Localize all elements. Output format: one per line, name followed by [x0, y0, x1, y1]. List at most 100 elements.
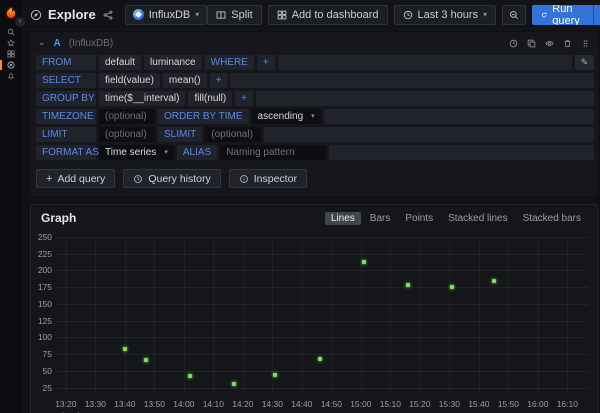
x-axis-tick-label: 16:10 [556, 399, 578, 409]
sidebar-item-alerting[interactable] [0, 71, 22, 81]
drag-handle-icon[interactable] [581, 39, 590, 48]
trash-icon[interactable] [563, 39, 572, 48]
query-segment-select[interactable]: ascending ▾ [251, 109, 321, 124]
run-query-button[interactable]: Run query ▾ [532, 4, 600, 25]
y-axis-tick-label: 250 [37, 232, 52, 243]
graph-title: Graph [41, 211, 77, 225]
history-clock-icon[interactable] [509, 39, 518, 48]
query-segment-input[interactable]: (optional) [99, 109, 155, 124]
x-gridline [125, 236, 126, 395]
x-axis-tick-label: 13:40 [114, 399, 136, 409]
explore-compass-icon [30, 9, 42, 21]
add-to-dashboard-button[interactable]: Add to dashboard [267, 4, 388, 25]
duplicate-query-icon[interactable] [527, 39, 536, 48]
y-gridline [57, 370, 588, 372]
query-segment-action[interactable]: + [209, 73, 228, 88]
inspector-button[interactable]: Inspector [228, 169, 307, 188]
sidebar-item-starred[interactable] [0, 38, 22, 48]
query-row: FROM default luminance WHERE + ✎ [36, 55, 594, 70]
row-filler [329, 145, 594, 160]
x-gridline [302, 236, 303, 395]
sidebar-expand-button[interactable]: › [15, 17, 25, 27]
clock-icon [403, 10, 412, 19]
add-query-button[interactable]: + Add query [36, 169, 116, 188]
query-segment-action[interactable]: + [235, 91, 253, 106]
sidebar-item-explore[interactable] [0, 60, 22, 70]
grafana-logo[interactable] [0, 5, 22, 21]
data-point [143, 357, 148, 362]
caret-down-icon: ▾ [311, 113, 315, 120]
x-gridline [508, 236, 509, 395]
x-axis-tick-label: 13:20 [55, 399, 77, 409]
query-segment-value[interactable]: mean() [162, 73, 207, 88]
y-axis-tick-label: 75 [42, 349, 52, 360]
query-segment-value[interactable]: default [99, 55, 142, 70]
query-segment-input[interactable]: (optional) [99, 127, 155, 142]
compass-icon [7, 61, 15, 69]
query-segment-action[interactable]: + [256, 55, 275, 70]
y-axis-tick-label: 225 [37, 248, 52, 259]
data-point [232, 381, 236, 386]
query-segment-input[interactable]: Naming pattern [220, 145, 327, 160]
search-icon [7, 28, 15, 36]
sidebar-item-dashboards[interactable] [0, 49, 22, 59]
run-query-main[interactable]: Run query [532, 5, 593, 25]
query-row: SELECT field(value) mean() + [36, 73, 594, 88]
sidebar: › [0, 0, 25, 413]
display-mode-bars[interactable]: Bars [369, 212, 391, 224]
toggle-text-edit-button[interactable]: ✎ [575, 55, 594, 70]
query-segment-value[interactable]: time($__interval) [99, 91, 186, 106]
data-point [491, 279, 496, 284]
query-history-button[interactable]: Query history [123, 169, 221, 188]
display-mode-points[interactable]: Points [405, 212, 434, 224]
y-gridline [57, 354, 588, 356]
x-gridline [567, 236, 568, 395]
datasource-picker[interactable]: InfluxDB ▾ [124, 4, 208, 25]
x-gridline [420, 236, 421, 395]
inspector-label: Inspector [253, 172, 297, 185]
y-axis-tick-label: 125 [37, 315, 52, 326]
query-segment-value[interactable]: field(value) [99, 73, 160, 88]
x-axis-tick-label: 13:30 [84, 399, 106, 409]
time-range-picker[interactable]: Last 3 hours ▾ [393, 4, 497, 25]
query-datasource-hint: (InfluxDB) [68, 38, 114, 49]
data-point [187, 373, 192, 378]
query-segment-value[interactable]: fill(null) [188, 91, 233, 106]
x-gridline [66, 236, 67, 395]
display-mode-lines[interactable]: Lines [324, 211, 361, 225]
split-button[interactable]: Split [207, 4, 262, 25]
query-row: TIMEZONE (optional) ORDER BY TIME ascending… [36, 109, 594, 124]
query-editor: ⌄ A (InfluxDB) [30, 32, 598, 196]
sync-icon [541, 12, 547, 17]
data-point [406, 282, 411, 287]
row-filler [256, 91, 594, 106]
sidebar-item-search[interactable] [0, 27, 22, 37]
display-mode-stacked-bars[interactable]: Stacked bars [522, 212, 581, 224]
data-point [450, 285, 455, 290]
y-gridline [57, 387, 588, 389]
run-query-dropdown[interactable]: ▾ [592, 4, 600, 25]
eye-icon[interactable] [545, 39, 554, 48]
x-axis-tick-label: 16:00 [527, 399, 549, 409]
graph-panel: Graph Lines Bars Points Stacked lines Stacke… [30, 204, 598, 413]
y-gridline [57, 320, 588, 322]
row-filler [277, 55, 572, 70]
zoom-out-time-button[interactable] [502, 4, 527, 25]
share-icon[interactable] [103, 10, 113, 20]
query-history-label: Query history [148, 172, 211, 185]
datasource-name: InfluxDB [148, 8, 191, 21]
query-segment-input[interactable]: (optional) [205, 127, 262, 142]
query-rows: FROM default luminance WHERE + ✎ SELECT field(v… [32, 55, 596, 160]
query-segment-label: TIMEZONE [36, 109, 96, 124]
query-row-header: ⌄ A (InfluxDB) [32, 35, 596, 52]
display-mode-stacked-lines[interactable]: Stacked lines [448, 212, 508, 224]
query-segment-action[interactable]: WHERE [204, 55, 254, 70]
collapse-chevron-icon[interactable]: ⌄ [38, 36, 46, 47]
zoom-out-icon [510, 10, 519, 19]
query-segment-value[interactable]: luminance [144, 55, 202, 70]
data-point [317, 356, 322, 361]
legend[interactable]: luminance.mean [46, 411, 592, 413]
x-axis-tick-label: 14:10 [202, 399, 224, 409]
run-query-label: Run query [552, 4, 580, 25]
query-segment-select[interactable]: Time series ▾ [99, 145, 174, 160]
